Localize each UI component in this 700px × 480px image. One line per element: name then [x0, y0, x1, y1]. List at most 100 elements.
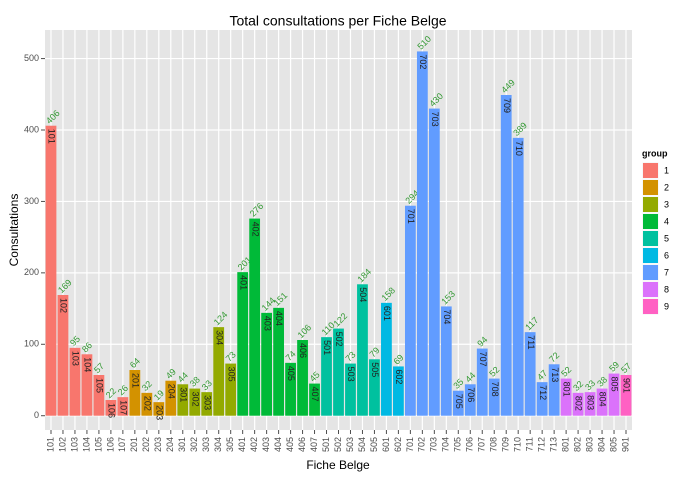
bar [285, 362, 296, 416]
bar-category-label: 101 [47, 129, 57, 144]
bar [297, 340, 308, 416]
y-tick-label: 200 [24, 267, 39, 277]
x-tick-label: 707 [477, 437, 487, 452]
bar [608, 373, 620, 416]
bar [57, 295, 69, 416]
x-tick-label: 602 [393, 437, 403, 452]
bar-category-label: 402 [250, 222, 260, 237]
x-tick-label: 705 [453, 437, 463, 452]
bar [381, 302, 392, 416]
bar-category-label: 708 [490, 382, 500, 397]
x-tick-label: 204 [165, 437, 175, 452]
x-tick-label: 401 [237, 437, 247, 452]
x-tick-label: 102 [57, 437, 67, 452]
legend-label: 3 [664, 199, 669, 209]
bar-category-label: 602 [394, 369, 404, 384]
bar-category-label: 707 [478, 352, 488, 367]
x-tick-label: 601 [381, 437, 391, 452]
x-tick-label: 901 [620, 437, 630, 452]
bar-category-label: 803 [586, 395, 596, 410]
bar [129, 370, 141, 416]
bar-category-label: 303 [202, 395, 212, 410]
bar [93, 375, 105, 416]
legend-label: 4 [664, 216, 669, 226]
value-label: 35 [451, 377, 465, 391]
bar-category-label: 302 [190, 392, 200, 407]
legend-swatch [643, 231, 658, 246]
bar [249, 218, 261, 416]
x-tick-label: 703 [429, 437, 439, 452]
bar [105, 400, 117, 416]
bar-category-label: 701 [406, 209, 416, 224]
bar [464, 384, 476, 416]
bar-category-label: 407 [310, 387, 320, 402]
bar-category-label: 705 [454, 394, 464, 409]
value-label: 69 [391, 352, 405, 366]
x-tick-label: 201 [129, 437, 139, 452]
legend-label: 9 [664, 301, 669, 311]
y-tick-label: 100 [24, 339, 39, 349]
value-label: 59 [607, 360, 621, 374]
legend-swatch [643, 180, 658, 195]
value-label: 86 [80, 340, 94, 354]
bar [488, 378, 500, 416]
chart-title: Total consultations per Fiche Belge [229, 13, 446, 29]
x-tick-label: 801 [560, 437, 570, 452]
bar-category-label: 204 [166, 384, 176, 399]
legend-label: 8 [664, 284, 669, 294]
bar-category-label: 403 [262, 316, 272, 331]
bar-category-label: 804 [598, 392, 608, 407]
x-tick-label: 803 [584, 437, 594, 452]
bar [225, 363, 237, 416]
value-label: 52 [487, 365, 501, 379]
bar [428, 108, 440, 416]
bar-category-label: 203 [154, 405, 164, 420]
x-tick-label: 708 [489, 437, 499, 452]
bar-category-label: 713 [550, 367, 560, 382]
x-tick-label: 503 [345, 437, 355, 452]
bar-category-label: 709 [502, 98, 512, 113]
y-tick-label: 0 [34, 410, 39, 420]
x-tick-label: 407 [309, 437, 319, 452]
bar-category-label: 704 [442, 309, 452, 324]
value-label: 94 [475, 335, 489, 349]
bar-category-label: 406 [298, 343, 308, 358]
bar [201, 392, 213, 416]
x-tick-label: 710 [513, 437, 523, 452]
bar [452, 390, 464, 416]
bar-category-label: 501 [322, 340, 332, 355]
x-tick-label: 712 [537, 437, 547, 452]
bar [512, 137, 524, 416]
value-label: 33 [583, 378, 597, 392]
x-tick-label: 706 [465, 437, 475, 452]
bar-category-label: 702 [418, 54, 428, 69]
x-tick-label: 804 [596, 437, 606, 452]
value-label: 49 [164, 367, 178, 381]
legend-label: 2 [664, 182, 669, 192]
bar-category-label: 805 [610, 377, 620, 392]
bar-category-label: 502 [334, 332, 344, 347]
bar [213, 327, 225, 416]
x-tick-label: 103 [69, 437, 79, 452]
bar-category-label: 103 [71, 351, 81, 366]
bar-category-label: 711 [526, 335, 536, 349]
x-tick-label: 203 [153, 437, 163, 452]
bar-category-label: 802 [574, 396, 584, 411]
value-label: 44 [176, 370, 190, 384]
legend-label: 5 [664, 233, 669, 243]
legend-label: 1 [664, 165, 669, 175]
bar [584, 392, 596, 416]
x-tick-label: 702 [417, 437, 427, 452]
legend-swatch [643, 282, 658, 297]
bar [237, 272, 249, 416]
bar [321, 337, 332, 416]
x-tick-label: 101 [45, 437, 55, 452]
legend-swatch [643, 214, 658, 229]
bar-category-label: 503 [346, 367, 356, 382]
bar-category-label: 105 [95, 378, 105, 393]
bar-category-label: 405 [286, 366, 296, 381]
x-tick-label: 709 [501, 437, 511, 452]
bar [153, 402, 165, 416]
bar-category-label: 505 [370, 362, 380, 377]
bar [345, 363, 356, 416]
